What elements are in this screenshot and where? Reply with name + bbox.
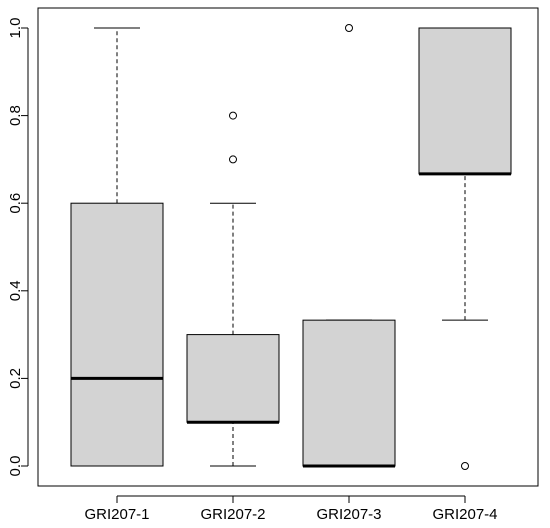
- x-tick-label: GRI207-4: [432, 506, 497, 523]
- x-tick-label: GRI207-3: [316, 506, 381, 523]
- x-tick-label: GRI207-2: [200, 506, 265, 523]
- box-gri207-2: [186, 111, 280, 467]
- y-axis: 0.0 0.2 0.4 0.6 0.8 1.0: [7, 18, 29, 477]
- y-tick-label: 0.2: [7, 368, 24, 389]
- outlier-point: [345, 24, 353, 32]
- box-rect: [70, 202, 164, 467]
- outlier-point: [229, 111, 237, 120]
- y-tick-label: 0.6: [7, 193, 24, 214]
- box-gri207-3: [302, 24, 396, 468]
- box-gri207-1: [70, 27, 164, 467]
- plot-frame: [37, 7, 539, 487]
- x-axis: GRI207-1 GRI207-2 GRI207-3 GRI207-4: [84, 495, 498, 523]
- y-tick-label: 0.0: [7, 456, 24, 477]
- outlier-point: [461, 462, 469, 470]
- box-rect: [418, 27, 512, 175]
- x-tick-label: GRI207-1: [84, 506, 149, 523]
- box-rect: [302, 319, 396, 467]
- box-group: [70, 24, 512, 470]
- y-tick-label: 0.4: [7, 280, 24, 301]
- box-rect: [186, 334, 280, 423]
- box-gri207-4: [418, 27, 512, 470]
- y-tick-label: 1.0: [7, 18, 24, 39]
- outlier-point: [229, 155, 237, 164]
- y-tick-label: 0.8: [7, 105, 24, 126]
